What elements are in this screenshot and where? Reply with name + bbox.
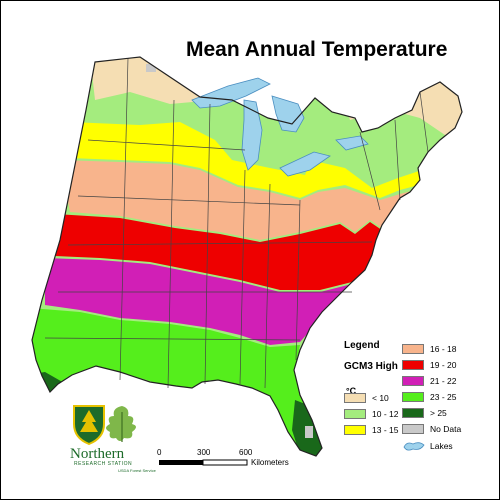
zone-21-22 — [45, 258, 352, 345]
scale-tick-label: 0 — [157, 448, 162, 457]
forest-service-shield-icon — [73, 405, 105, 446]
legend-label-lakes: Lakes — [430, 441, 453, 451]
map-title: Mean Annual Temperature — [186, 38, 448, 61]
lakes-icon — [403, 442, 425, 451]
zone-23-25 — [32, 308, 320, 450]
lake-michigan — [241, 99, 263, 171]
lake-ontario — [335, 135, 369, 151]
legend-label-13-15: 13 - 15 — [372, 425, 399, 435]
region-outline — [31, 56, 463, 457]
legend-label-10-12: 10 - 12 — [372, 409, 399, 419]
legend-swatch-no-data — [402, 424, 424, 434]
state-boundaries — [44, 57, 429, 389]
legend-swatch-23-25 — [402, 392, 424, 402]
legend-swatch-lt-10 — [344, 393, 366, 403]
legend-label-16-18: 16 - 18 — [430, 344, 457, 354]
zone-19-20 — [55, 214, 400, 290]
zone-lt-10-west — [90, 57, 215, 104]
scale-bar: 0 300 600 Kilometers — [157, 448, 327, 478]
legend-unit: °C — [346, 386, 357, 396]
lake-superior — [191, 77, 271, 109]
station-name: Northern — [70, 446, 125, 462]
oak-leaf-icon — [106, 406, 136, 442]
scale-unit: Kilometers — [251, 458, 289, 467]
legend-label-23-25: 23 - 25 — [430, 392, 457, 402]
legend-swatch-13-15 — [344, 425, 366, 435]
agency-logos — [73, 405, 136, 446]
zone-13-15 — [70, 122, 462, 198]
agency-name: USDA Forest Service — [118, 468, 156, 473]
legend-swatch-10-12 — [344, 409, 366, 419]
lake-huron — [271, 95, 305, 133]
lake-erie — [279, 151, 331, 177]
legend-swatch-16-18 — [402, 344, 424, 354]
legend-swatch-gt-25 — [402, 408, 424, 418]
legend-swatch-21-22 — [402, 376, 424, 386]
scale-bar-graphic — [159, 459, 248, 466]
scale-tick-label: 600 — [239, 448, 253, 457]
legend-label-no-data: No Data — [430, 424, 462, 434]
station-subtitle: RESEARCH STATION — [74, 461, 133, 467]
legend-heading: Legend — [344, 340, 380, 351]
legend-label-lt-10: < 10 — [372, 393, 389, 403]
no-data-patch — [305, 426, 313, 438]
legend-label-19-20: 19 - 20 — [430, 360, 457, 370]
zone-16-18 — [60, 160, 462, 240]
legend-label-21-22: 21 - 22 — [430, 376, 457, 386]
legend-swatch-19-20 — [402, 360, 424, 370]
legend-model: GCM3 High — [344, 361, 398, 372]
great-lakes — [191, 77, 369, 177]
legend-label-gt-25: > 25 — [430, 408, 447, 418]
no-data-patch — [146, 64, 156, 72]
scale-tick-label: 300 — [197, 448, 211, 457]
